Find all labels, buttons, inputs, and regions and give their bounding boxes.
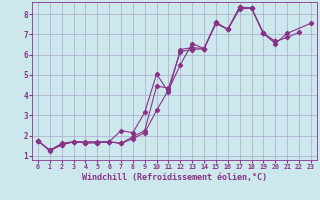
- X-axis label: Windchill (Refroidissement éolien,°C): Windchill (Refroidissement éolien,°C): [82, 173, 267, 182]
